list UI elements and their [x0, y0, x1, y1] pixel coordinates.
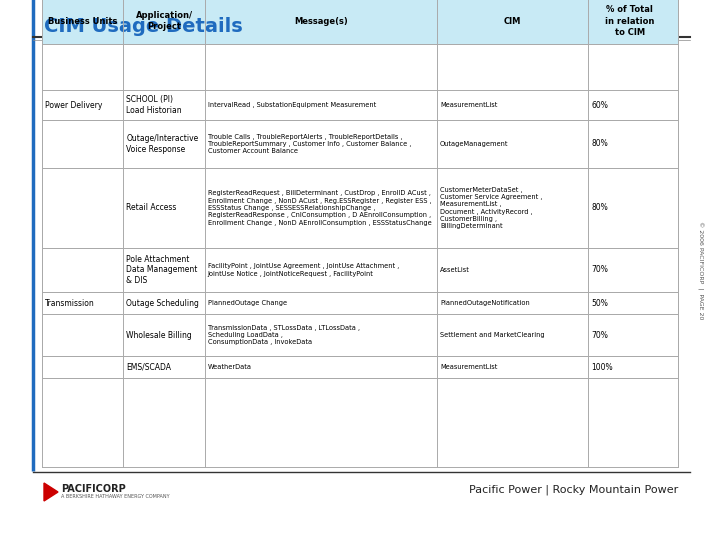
Text: SCHOOL (PI)
Load Historian: SCHOOL (PI) Load Historian	[127, 95, 182, 115]
Text: RegisterReadRequest , BillDeterminant , CustDrop , EnrollD ACust ,
Enrollment Ch: RegisterReadRequest , BillDeterminant , …	[208, 191, 431, 226]
Text: 60%: 60%	[591, 100, 608, 110]
Text: IntervalRead , SubstationEquipment Measurement: IntervalRead , SubstationEquipment Measu…	[208, 102, 376, 108]
Text: CIM Usage Details: CIM Usage Details	[44, 17, 243, 36]
Text: 100%: 100%	[591, 362, 613, 372]
Text: TransmissionData , STLossData , LTLossData ,
Scheduling LoadData ,
ConsumptionDa: TransmissionData , STLossData , LTLossDa…	[208, 325, 360, 345]
Text: 50%: 50%	[591, 299, 608, 307]
Bar	[42, 90, 678, 120]
Text: Outage Scheduling: Outage Scheduling	[127, 299, 199, 307]
Bar	[42, 314, 678, 356]
Bar	[42, 356, 678, 378]
Text: PlannedOutageNotification: PlannedOutageNotification	[440, 300, 530, 306]
Text: Business Units: Business Units	[48, 17, 117, 25]
Text: Wholesale Billing: Wholesale Billing	[127, 330, 192, 340]
Polygon shape	[44, 483, 58, 501]
Text: 70%: 70%	[591, 330, 608, 340]
Text: PACIFICORP: PACIFICORP	[61, 484, 126, 494]
Text: A BERKSHIRE HATHAWAY ENERGY COMPANY: A BERKSHIRE HATHAWAY ENERGY COMPANY	[61, 494, 170, 498]
Text: 70%: 70%	[591, 266, 608, 274]
Text: MeasurementList: MeasurementList	[440, 364, 498, 370]
Text: EMS/SCADA: EMS/SCADA	[127, 362, 171, 372]
Text: Retail Access: Retail Access	[127, 204, 177, 213]
Text: % of Total
in relation
to CIM: % of Total in relation to CIM	[605, 5, 654, 37]
Text: CIM: CIM	[504, 17, 521, 25]
Text: © 2006 PACIFICORP  |  PAGE 20: © 2006 PACIFICORP | PAGE 20	[697, 221, 703, 319]
Text: Power Delivery: Power Delivery	[45, 100, 102, 110]
Text: 80%: 80%	[591, 139, 608, 148]
Text: MeasurementList: MeasurementList	[440, 102, 498, 108]
Text: Trouble Calls , TroubleReportAlerts , TroubleReportDetails ,
TroubleReportSummar: Trouble Calls , TroubleReportAlerts , Tr…	[208, 134, 411, 154]
Text: FacilityPoint , JointUse Agreement , JointUse Attachment ,
JointUse Notice , Joi: FacilityPoint , JointUse Agreement , Joi…	[208, 264, 399, 276]
Text: OutageManagement: OutageManagement	[440, 141, 508, 147]
Text: Message(s): Message(s)	[294, 17, 348, 25]
Text: AssetList: AssetList	[440, 267, 470, 273]
Bar	[42, 168, 678, 248]
Text: Pole Attachment
Data Management
& DIS: Pole Attachment Data Management & DIS	[127, 255, 198, 285]
Text: Pacific Power | Rocky Mountain Power: Pacific Power | Rocky Mountain Power	[469, 485, 678, 495]
Text: Settlement and MarketClearing: Settlement and MarketClearing	[440, 332, 544, 338]
Text: PlannedOutage Change: PlannedOutage Change	[208, 300, 287, 306]
Text: WeatherData: WeatherData	[208, 364, 252, 370]
Text: Outage/Interactive
Voice Response: Outage/Interactive Voice Response	[127, 134, 199, 154]
Bar	[42, 120, 678, 168]
Text: Application/
Project: Application/ Project	[135, 11, 193, 31]
Text: CustomerMeterDataSet ,
Customer Service Agreement ,
MeasurementList ,
Document ,: CustomerMeterDataSet , Customer Service …	[440, 187, 542, 229]
Bar	[42, 292, 678, 314]
Bar	[42, 0, 678, 44]
Bar	[42, 248, 678, 292]
Text: 80%: 80%	[591, 204, 608, 213]
Text: Transmission: Transmission	[45, 299, 95, 307]
